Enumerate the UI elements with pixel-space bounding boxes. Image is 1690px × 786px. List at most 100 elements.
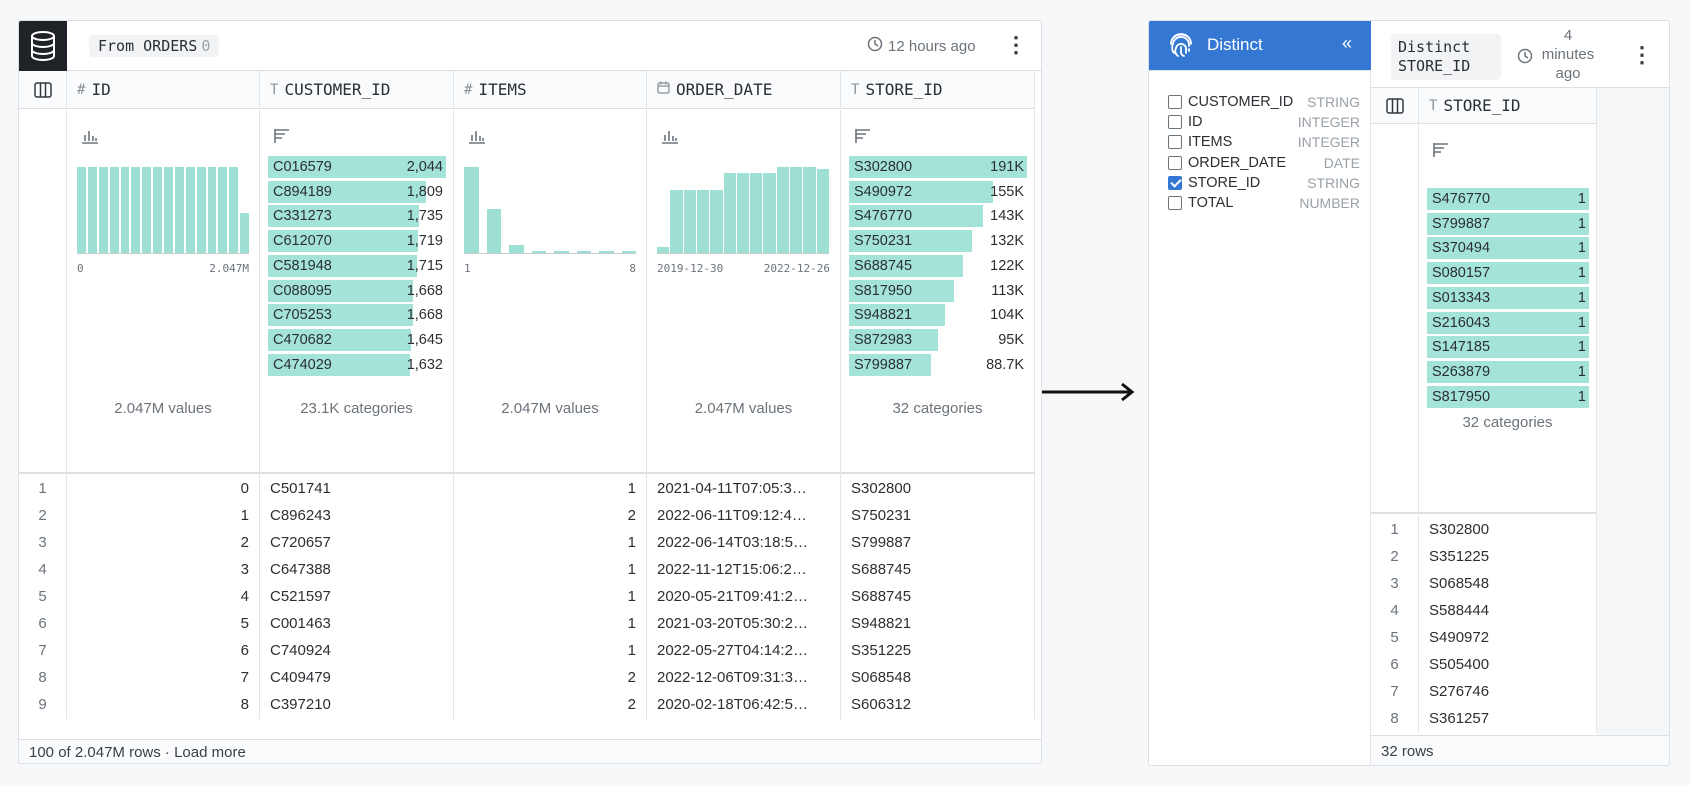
- top-value-row[interactable]: S872983 95K: [849, 328, 1027, 351]
- table-cell[interactable]: 5: [67, 609, 260, 638]
- top-value-row[interactable]: S948821 104K: [849, 304, 1027, 327]
- table-cell[interactable]: C397210: [260, 690, 454, 719]
- more-menu-icon[interactable]: ⋮: [1005, 32, 1027, 57]
- table-cell[interactable]: S361257: [1419, 704, 1597, 733]
- top-value-row[interactable]: C705253 1,668: [268, 304, 446, 327]
- table-cell[interactable]: S276746: [1419, 677, 1597, 706]
- table-cell[interactable]: S068548: [841, 663, 1035, 692]
- column-header-id[interactable]: # ID: [67, 71, 260, 109]
- top-value-row[interactable]: C474029 1,632: [268, 353, 446, 376]
- field-checkbox[interactable]: [1168, 135, 1182, 150]
- top-value-row[interactable]: S013343 1: [1427, 286, 1589, 309]
- table-cell[interactable]: C647388: [260, 555, 454, 584]
- histogram-icon[interactable]: [661, 128, 679, 149]
- column-header-items[interactable]: # ITEMS: [454, 71, 647, 109]
- table-cell[interactable]: 1: [67, 501, 260, 530]
- source-pill[interactable]: From ORDERS 0: [89, 35, 220, 57]
- top-values-icon[interactable]: [855, 128, 873, 149]
- table-cell[interactable]: 1: [454, 555, 647, 584]
- table-cell[interactable]: C409479: [260, 663, 454, 692]
- field-option[interactable]: ID INTEGER: [1168, 112, 1368, 132]
- table-cell[interactable]: C521597: [260, 582, 454, 611]
- table-cell[interactable]: S688745: [841, 555, 1035, 584]
- top-value-row[interactable]: S080157 1: [1427, 262, 1589, 285]
- table-cell[interactable]: 1: [454, 474, 647, 503]
- field-option[interactable]: TOTAL NUMBER: [1168, 193, 1368, 213]
- table-cell[interactable]: S799887: [841, 528, 1035, 557]
- top-value-row[interactable]: S263879 1: [1427, 360, 1589, 383]
- table-cell[interactable]: S068548: [1419, 569, 1597, 598]
- table-cell[interactable]: S588444: [1419, 596, 1597, 625]
- rows-footer[interactable]: 100 of 2.047M rows · Load more: [19, 739, 1041, 763]
- top-value-row[interactable]: S750231 132K: [849, 230, 1027, 253]
- column-header-order-date[interactable]: ORDER_DATE: [647, 71, 841, 109]
- field-option[interactable]: CUSTOMER_ID STRING: [1168, 92, 1368, 112]
- field-checkbox[interactable]: [1168, 196, 1182, 210]
- columns-toggle-icon[interactable]: [19, 71, 67, 109]
- field-option[interactable]: ITEMS INTEGER: [1168, 132, 1368, 152]
- top-value-row[interactable]: S302800 191K: [849, 156, 1027, 178]
- top-value-row[interactable]: S476770 1: [1427, 188, 1589, 210]
- top-value-row[interactable]: C894189 1,809: [268, 180, 446, 203]
- load-more-link[interactable]: 100 of 2.047M rows · Load more: [29, 744, 246, 761]
- table-cell[interactable]: 2020-05-21T09:41:2…: [647, 582, 841, 611]
- histogram-icon[interactable]: [468, 128, 486, 149]
- table-cell[interactable]: S750231: [841, 501, 1035, 530]
- top-value-row[interactable]: C331273 1,735: [268, 205, 446, 228]
- table-cell[interactable]: 2022-12-06T09:31:3…: [647, 663, 841, 692]
- top-value-row[interactable]: S476770 143K: [849, 205, 1027, 228]
- top-value-row[interactable]: S216043 1: [1427, 311, 1589, 334]
- table-cell[interactable]: 2020-02-18T06:42:5…: [647, 690, 841, 719]
- table-cell[interactable]: 2: [454, 663, 647, 692]
- table-cell[interactable]: 2022-05-27T04:14:2…: [647, 636, 841, 665]
- top-value-row[interactable]: C581948 1,715: [268, 254, 446, 277]
- table-cell[interactable]: S505400: [1419, 650, 1597, 679]
- table-cell[interactable]: 2: [67, 528, 260, 557]
- top-value-row[interactable]: S817950 113K: [849, 279, 1027, 302]
- table-cell[interactable]: S688745: [841, 582, 1035, 611]
- field-option[interactable]: ORDER_DATE DATE: [1168, 153, 1368, 173]
- top-value-row[interactable]: S799887 88.7K: [849, 353, 1027, 376]
- table-cell[interactable]: 1: [454, 582, 647, 611]
- columns-toggle-icon[interactable]: [1371, 88, 1419, 124]
- top-values-icon[interactable]: [274, 128, 292, 149]
- table-cell[interactable]: 0: [67, 474, 260, 503]
- table-cell[interactable]: S302800: [841, 474, 1035, 503]
- table-cell[interactable]: C896243: [260, 501, 454, 530]
- table-cell[interactable]: 1: [454, 609, 647, 638]
- table-cell[interactable]: 2022-06-11T09:12:4…: [647, 501, 841, 530]
- field-checkbox[interactable]: [1168, 95, 1182, 109]
- field-option[interactable]: STORE_ID STRING: [1168, 173, 1368, 193]
- top-values-icon[interactable]: [1433, 142, 1451, 163]
- table-cell[interactable]: 2022-06-14T03:18:5…: [647, 528, 841, 557]
- table-cell[interactable]: 6: [67, 636, 260, 665]
- table-cell[interactable]: 1: [454, 636, 647, 665]
- table-cell[interactable]: 8: [67, 690, 260, 719]
- table-cell[interactable]: 2: [454, 690, 647, 719]
- table-cell[interactable]: S948821: [841, 609, 1035, 638]
- operation-pill[interactable]: Distinct STORE_ID: [1391, 34, 1501, 80]
- top-value-row[interactable]: S370494 1: [1427, 237, 1589, 260]
- table-cell[interactable]: 2021-03-20T05:30:2…: [647, 609, 841, 638]
- top-value-row[interactable]: C088095 1,668: [268, 279, 446, 302]
- table-cell[interactable]: S606312: [841, 690, 1035, 719]
- top-value-row[interactable]: C016579 2,044: [268, 156, 446, 178]
- collapse-icon[interactable]: «: [1342, 33, 1353, 53]
- table-cell[interactable]: C720657: [260, 528, 454, 557]
- table-cell[interactable]: 2: [454, 501, 647, 530]
- table-cell[interactable]: 1: [454, 528, 647, 557]
- histogram-icon[interactable]: [81, 128, 99, 149]
- table-cell[interactable]: S302800: [1419, 515, 1597, 544]
- table-cell[interactable]: C001463: [260, 609, 454, 638]
- top-value-row[interactable]: S817950 1: [1427, 385, 1589, 408]
- top-value-row[interactable]: C612070 1,719: [268, 230, 446, 253]
- table-cell[interactable]: 7: [67, 663, 260, 692]
- table-cell[interactable]: 4: [67, 582, 260, 611]
- table-cell[interactable]: C501741: [260, 474, 454, 503]
- table-cell[interactable]: S490972: [1419, 623, 1597, 652]
- table-cell[interactable]: S351225: [1419, 542, 1597, 571]
- table-cell[interactable]: 2022-11-12T15:06:2…: [647, 555, 841, 584]
- top-value-row[interactable]: S147185 1: [1427, 336, 1589, 359]
- top-value-row[interactable]: C470682 1,645: [268, 328, 446, 351]
- table-cell[interactable]: C740924: [260, 636, 454, 665]
